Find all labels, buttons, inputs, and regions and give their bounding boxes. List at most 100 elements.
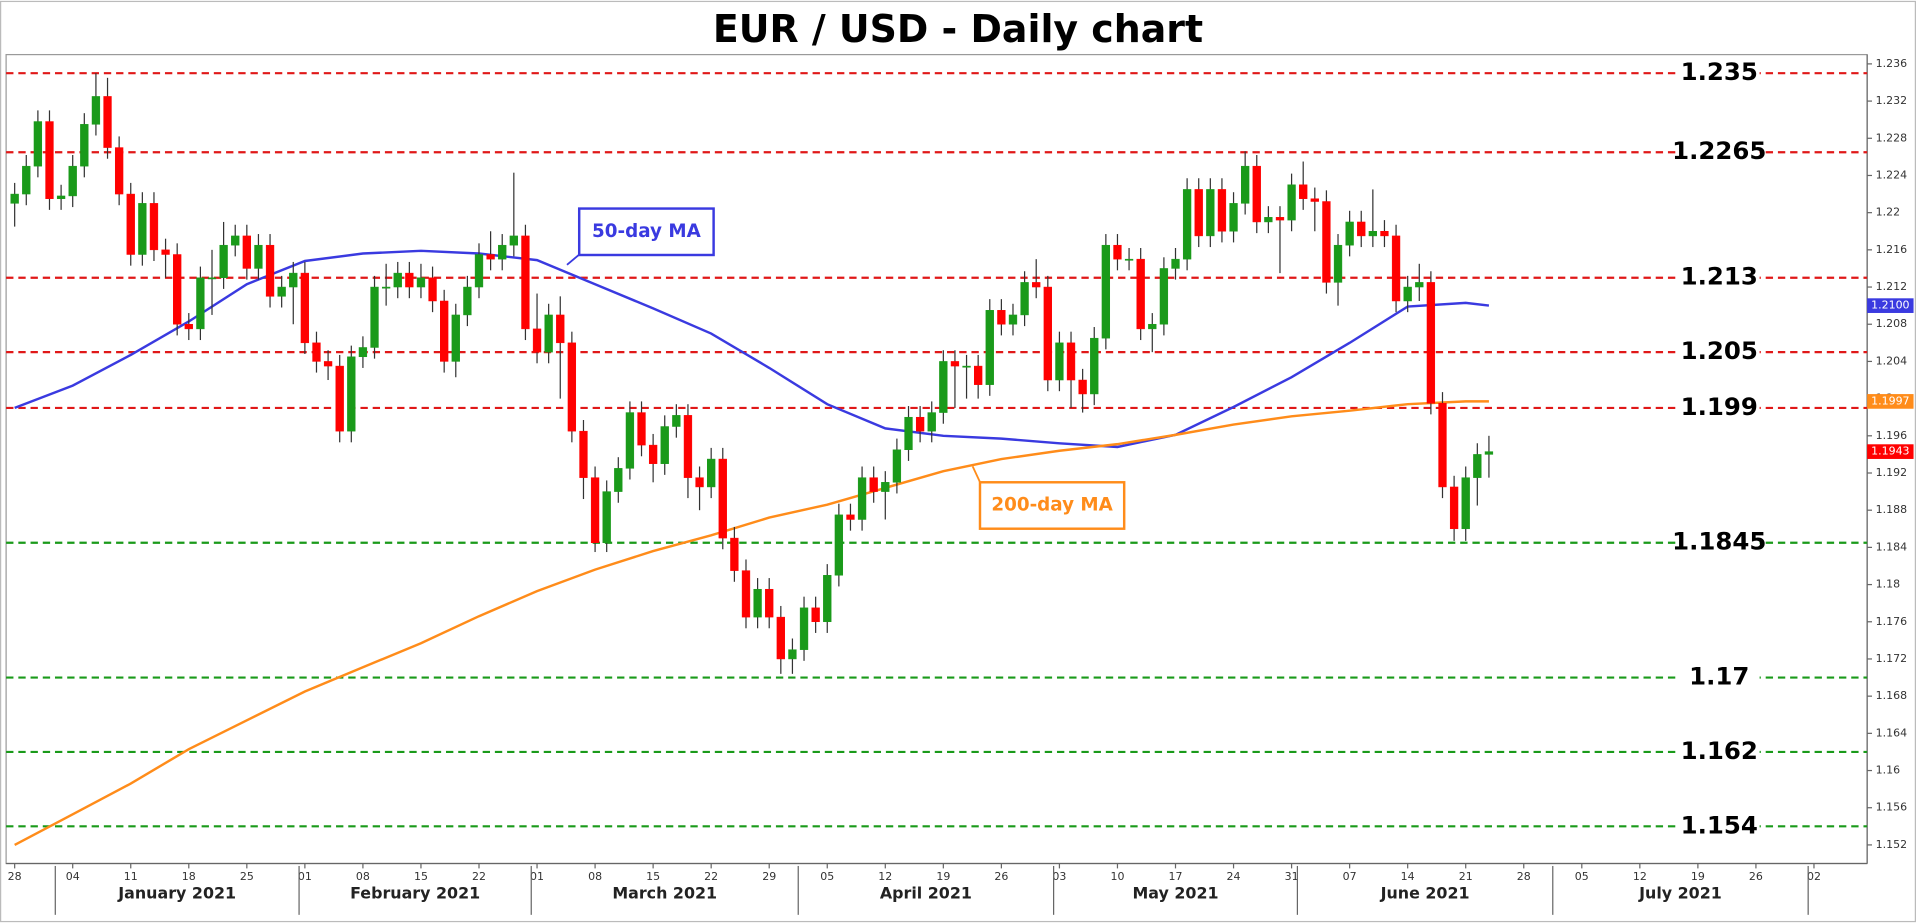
x-tick-label: 05 bbox=[820, 870, 834, 883]
candle-body bbox=[242, 235, 251, 269]
candle-body bbox=[428, 277, 437, 302]
x-tick-label: 28 bbox=[8, 870, 22, 883]
level-label-background bbox=[1678, 662, 1760, 690]
candle-body bbox=[834, 514, 844, 576]
x-tick-label: 03 bbox=[1052, 870, 1066, 883]
candle-body bbox=[80, 124, 89, 167]
candle-body bbox=[660, 426, 669, 464]
candle-body bbox=[1357, 221, 1366, 237]
x-tick-label: 26 bbox=[994, 870, 1008, 883]
candle-body bbox=[985, 310, 994, 385]
candle-body bbox=[1438, 403, 1447, 488]
candle-body bbox=[10, 193, 19, 204]
candle-body bbox=[347, 356, 356, 432]
candle-body bbox=[648, 444, 658, 464]
candle-body bbox=[231, 235, 240, 246]
x-tick-label: 25 bbox=[240, 870, 254, 883]
candle-body bbox=[416, 277, 426, 288]
month-label: May 2021 bbox=[1132, 884, 1218, 903]
candle-body bbox=[1415, 282, 1424, 288]
x-tick-label: 15 bbox=[646, 870, 660, 883]
candle-body bbox=[45, 121, 54, 199]
candle-body bbox=[323, 361, 333, 367]
y-tick-label: 1.16 bbox=[1876, 764, 1900, 777]
candle-body bbox=[196, 277, 205, 330]
candle-body bbox=[138, 203, 147, 255]
moving-average-line bbox=[14, 400, 1489, 847]
candle-body bbox=[823, 575, 832, 623]
candle-body bbox=[962, 365, 971, 368]
month-label: April 2021 bbox=[880, 884, 972, 903]
y-tick-label: 1.216 bbox=[1876, 243, 1907, 256]
candle-body bbox=[149, 203, 159, 251]
price-tag-label: 1.2100 bbox=[1871, 299, 1909, 312]
candle-body bbox=[265, 244, 275, 297]
price-tag bbox=[1867, 444, 1914, 459]
candle-body bbox=[91, 96, 101, 125]
candle-body bbox=[498, 244, 507, 260]
candle-body bbox=[892, 449, 902, 483]
candle-body bbox=[1310, 198, 1319, 202]
candle-body bbox=[741, 570, 751, 618]
candle-body bbox=[381, 286, 391, 289]
candle-body bbox=[950, 361, 960, 367]
x-tick-label: 31 bbox=[1285, 870, 1299, 883]
candle-body bbox=[718, 458, 727, 539]
candle-body bbox=[1066, 342, 1076, 381]
candle-body bbox=[590, 477, 600, 543]
candle-body bbox=[474, 254, 484, 288]
x-tick-label: 12 bbox=[1633, 870, 1647, 883]
x-tick-label: 12 bbox=[878, 870, 892, 883]
candle-body bbox=[1345, 221, 1354, 246]
candle-body bbox=[521, 235, 530, 330]
month-label: February 2021 bbox=[350, 884, 480, 903]
candle-body bbox=[405, 272, 414, 288]
x-tick-label: 15 bbox=[414, 870, 428, 883]
candle-body bbox=[1484, 451, 1494, 455]
x-tick-label: 08 bbox=[588, 870, 602, 883]
candle-body bbox=[788, 649, 797, 660]
candle-body bbox=[1159, 268, 1169, 325]
candle-body bbox=[22, 165, 31, 195]
level-label: 1.1845 bbox=[1672, 527, 1766, 556]
candle-body bbox=[207, 277, 217, 280]
x-tick-label: 04 bbox=[66, 870, 80, 883]
candle-body bbox=[637, 412, 646, 446]
candle-body bbox=[1171, 258, 1180, 269]
y-tick-label: 1.164 bbox=[1876, 726, 1907, 739]
level-label-background bbox=[1678, 393, 1760, 421]
candle-body bbox=[370, 286, 379, 348]
candle-body bbox=[184, 323, 193, 330]
candle-body bbox=[683, 415, 693, 478]
y-tick-label: 1.192 bbox=[1876, 466, 1907, 479]
candle-body bbox=[335, 365, 344, 432]
candle-body bbox=[358, 347, 368, 358]
candle-body bbox=[1461, 477, 1470, 530]
candle-body bbox=[393, 272, 402, 288]
candle-body bbox=[556, 314, 565, 344]
candle-body bbox=[219, 244, 228, 278]
candle-body bbox=[544, 314, 553, 353]
candle-body bbox=[1473, 454, 1482, 478]
candle-body bbox=[103, 96, 112, 148]
candle-body bbox=[1217, 189, 1227, 232]
candle-body bbox=[277, 286, 286, 297]
y-tick-label: 1.152 bbox=[1876, 838, 1907, 851]
y-tick-label: 1.208 bbox=[1876, 317, 1907, 330]
level-label: 1.213 bbox=[1681, 262, 1758, 291]
level-label-background bbox=[1678, 337, 1760, 365]
x-tick-label: 19 bbox=[936, 870, 950, 883]
candle-body bbox=[1287, 184, 1296, 221]
candle-body bbox=[1333, 244, 1343, 283]
candle-body bbox=[904, 416, 913, 451]
level-label-background bbox=[1678, 528, 1760, 555]
level-label-background bbox=[1678, 58, 1760, 86]
candle-body bbox=[1322, 201, 1331, 283]
candle-body bbox=[1078, 379, 1087, 395]
annotation-box bbox=[577, 207, 715, 257]
level-label-background bbox=[1678, 263, 1760, 290]
level-label-background bbox=[1678, 811, 1760, 839]
candle-body bbox=[567, 342, 577, 432]
